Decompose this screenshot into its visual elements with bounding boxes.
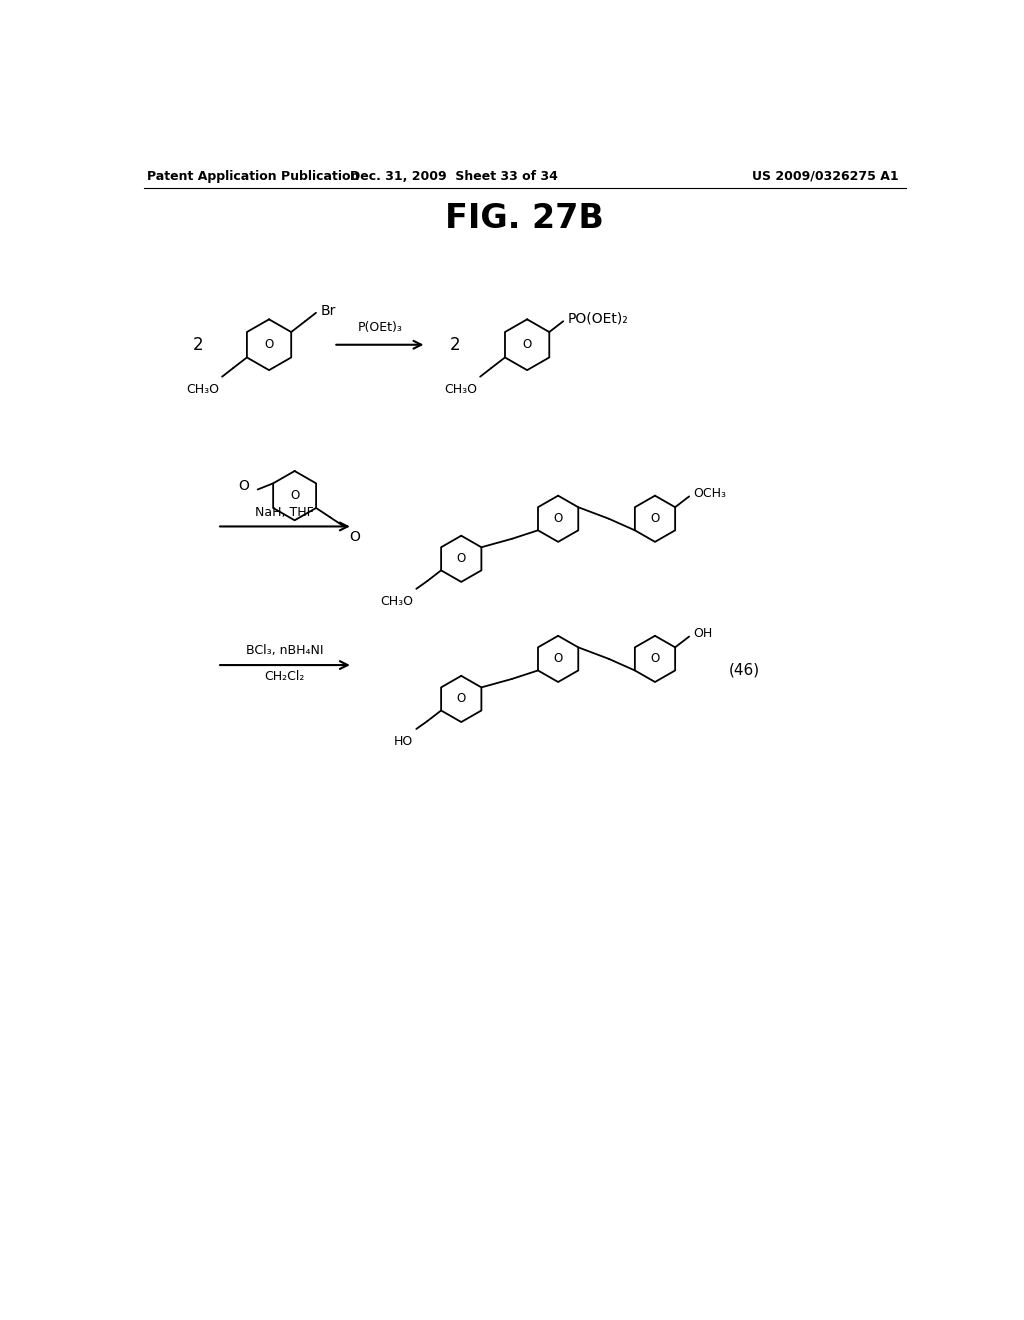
Text: HO: HO	[394, 735, 414, 748]
Text: OCH₃: OCH₃	[693, 487, 727, 500]
Text: CH₃O: CH₃O	[186, 383, 219, 396]
Text: O: O	[554, 512, 563, 525]
Text: NaH, THF: NaH, THF	[255, 506, 314, 519]
Text: Dec. 31, 2009  Sheet 33 of 34: Dec. 31, 2009 Sheet 33 of 34	[349, 170, 557, 183]
Text: O: O	[554, 652, 563, 665]
Text: O: O	[457, 552, 466, 565]
Text: 2: 2	[450, 335, 461, 354]
Text: O: O	[239, 479, 249, 494]
Text: O: O	[349, 531, 360, 544]
Text: 2: 2	[193, 335, 203, 354]
Text: OH: OH	[693, 627, 713, 640]
Text: FIG. 27B: FIG. 27B	[445, 202, 604, 235]
Text: PO(OEt)₂: PO(OEt)₂	[568, 312, 629, 325]
Text: O: O	[650, 512, 659, 525]
Text: O: O	[264, 338, 273, 351]
Text: O: O	[522, 338, 531, 351]
Text: P(OEt)₃: P(OEt)₃	[357, 321, 402, 334]
Text: Br: Br	[321, 304, 336, 318]
Text: CH₃O: CH₃O	[444, 383, 477, 396]
Text: US 2009/0326275 A1: US 2009/0326275 A1	[753, 170, 899, 183]
Text: O: O	[290, 490, 299, 502]
Text: (46): (46)	[729, 663, 760, 678]
Text: O: O	[457, 693, 466, 705]
Text: CH₃O: CH₃O	[380, 595, 414, 609]
Text: O: O	[650, 652, 659, 665]
Text: Patent Application Publication: Patent Application Publication	[147, 170, 359, 183]
Text: CH₂Cl₂: CH₂Cl₂	[264, 671, 305, 684]
Text: BCl₃, nBH₄NI: BCl₃, nBH₄NI	[246, 644, 324, 657]
